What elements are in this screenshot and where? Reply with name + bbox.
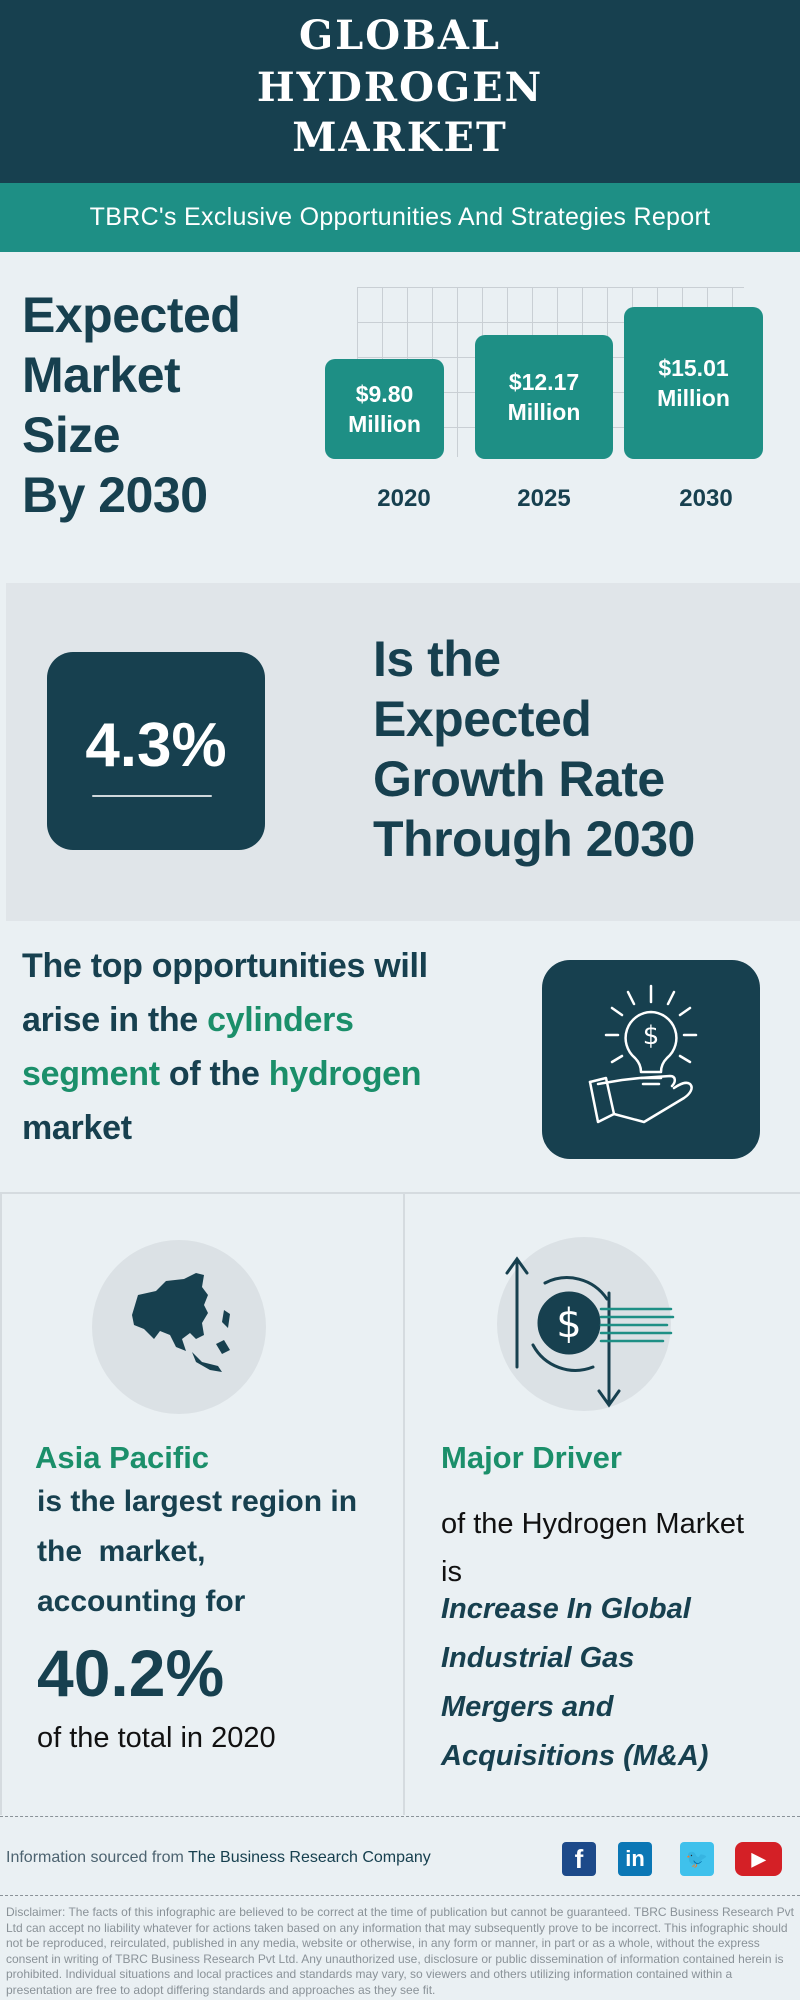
- region-tail: of the total in 2020: [37, 1722, 276, 1754]
- dollar-exchange-icon: $: [505, 1256, 675, 1408]
- growth-text-line: Through 2030: [373, 811, 695, 867]
- market-highlight: hydrogen: [268, 1055, 422, 1093]
- driver-icon-circle: $: [497, 1237, 675, 1411]
- title-line: HYDROGEN: [256, 64, 544, 111]
- growth-text: Is the Expected Growth Rate Through 2030: [373, 634, 695, 874]
- opportunity-line: The top opportunities will: [22, 947, 428, 985]
- opportunity-line: arise in the cylinders: [22, 993, 428, 1047]
- twitter-icon[interactable]: 🐦: [680, 1842, 714, 1876]
- disclaimer: Disclaimer: The facts of this infographi…: [6, 1905, 794, 1997]
- source-line: Information sourced from The Business Re…: [6, 1849, 431, 1867]
- driver-text: of the Hydrogen Market: [441, 1508, 745, 1540]
- growth-rate-box: 4.3%: [47, 652, 265, 850]
- bar-2030: $15.01 Million: [624, 307, 763, 459]
- svg-text:$: $: [556, 1301, 581, 1347]
- heading-line: By 2030: [22, 467, 208, 523]
- driver-line: Mergers and: [441, 1691, 614, 1723]
- region-icon-circle: [92, 1240, 266, 1414]
- linkedin-icon[interactable]: in: [618, 1842, 652, 1876]
- disclaimer-divider: [0, 1895, 800, 1896]
- region-line: accounting for: [37, 1585, 246, 1618]
- opportunity-icon-box: $: [542, 960, 760, 1159]
- title-line: GLOBAL: [298, 12, 502, 59]
- bar-unit-label: Million: [348, 411, 421, 437]
- title-line: MARKET: [292, 114, 508, 161]
- bar-2025: $12.17 Million: [475, 335, 613, 459]
- bar-unit-label: Million: [507, 399, 581, 425]
- underline-decoration: [92, 795, 212, 797]
- segment-highlight: cylinders: [207, 1001, 354, 1039]
- text: of the: [159, 1055, 269, 1093]
- region-line: is the largest region in: [37, 1485, 358, 1518]
- bar-value-label: $9.80: [355, 381, 414, 407]
- bar-value-label: $12.17: [508, 369, 580, 395]
- left-border: [0, 1193, 2, 1815]
- youtube-icon[interactable]: ▶: [735, 1842, 782, 1876]
- region-line: the market,: [37, 1535, 206, 1568]
- section-divider: [0, 1192, 800, 1194]
- market-size-heading: Expected Market Size By 2030: [22, 287, 241, 530]
- heading-line: Expected: [22, 287, 241, 343]
- footer-divider: [0, 1816, 800, 1817]
- column-divider: [403, 1193, 405, 1815]
- year-label: 2020: [377, 485, 431, 512]
- growth-rate-value: 4.3%: [85, 711, 227, 780]
- heading-line: Size: [22, 407, 121, 463]
- text: segment: [22, 1055, 160, 1093]
- driver-line: Industrial Gas: [441, 1642, 635, 1674]
- lightbulb-dollar-hand-icon: $: [588, 984, 698, 1124]
- svg-text:$: $: [643, 1021, 660, 1051]
- title-banner: GLOBAL HYDROGEN MARKET: [0, 0, 800, 183]
- year-label: 2030: [679, 485, 733, 512]
- text: arise in the: [22, 1001, 208, 1039]
- growth-text-line: Expected: [373, 691, 592, 747]
- opportunity-text: The top opportunities will arise in the …: [22, 939, 428, 1155]
- bar-2020: $9.80 Million: [325, 359, 444, 459]
- opportunity-line: segment of the hydrogen: [22, 1047, 428, 1101]
- heading-line: Market: [22, 347, 181, 403]
- driver-line: Increase In Global: [441, 1593, 691, 1625]
- region-share: 40.2%: [37, 1636, 225, 1710]
- driver-title: Major Driver: [441, 1440, 622, 1475]
- bar-unit-label: Million: [657, 385, 730, 411]
- region-description: is the largest region in the market, acc…: [37, 1477, 357, 1627]
- driver-value: Increase In Global Industrial Gas Merger…: [441, 1585, 708, 1781]
- driver-text: is: [441, 1556, 462, 1588]
- region-title: Asia Pacific: [35, 1440, 210, 1475]
- growth-text-line: Growth Rate: [373, 751, 665, 807]
- asia-map-icon: [132, 1273, 230, 1372]
- growth-text-line: Is the: [373, 631, 501, 687]
- year-label: 2025: [517, 485, 571, 512]
- source-link[interactable]: The Business Research Company: [188, 1849, 431, 1866]
- facebook-icon[interactable]: f: [562, 1842, 596, 1876]
- source-prefix: Information sourced from: [6, 1849, 189, 1866]
- subtitle-banner: TBRC's Exclusive Opportunities And Strat…: [0, 183, 800, 252]
- driver-line: Acquisitions (M&A): [441, 1740, 709, 1772]
- bar-value-label: $15.01: [658, 355, 729, 381]
- opportunity-line: market: [22, 1109, 132, 1147]
